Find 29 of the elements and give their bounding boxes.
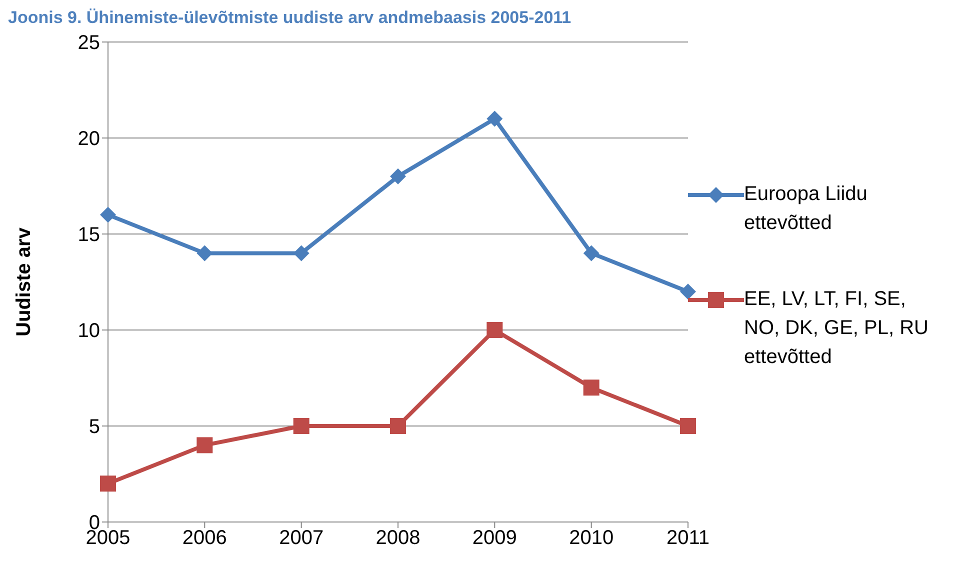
y-tick-label: 25: [78, 32, 100, 54]
x-tick-label: 2010: [569, 527, 614, 550]
point: [100, 206, 116, 223]
point: [293, 418, 310, 434]
y-tick-label: 5: [88, 416, 100, 438]
point: [196, 245, 213, 262]
point: [583, 380, 600, 396]
y-tick-label: 20: [78, 128, 100, 150]
legend-label: EE, LV, LT, FI, SE, NO, DK, GE, PL, RU ettevõtted: [744, 286, 930, 370]
point: [196, 437, 213, 454]
x-tick-label: 2009: [472, 527, 517, 550]
x-tick-label: 2008: [376, 527, 420, 550]
point: [390, 418, 406, 434]
point: [680, 284, 696, 300]
point: [486, 322, 503, 338]
x-tick-label: 2006: [182, 527, 227, 550]
point: [293, 245, 310, 262]
chart-title: Joonis 9. Ühinemiste-ülevõtmiste uudiste arv andmebaasis 2005-2011: [8, 8, 572, 29]
x-tick-label: 2007: [279, 527, 324, 550]
legend-label: Euroopa Liidu ettevõtted: [744, 182, 868, 236]
point: [486, 110, 503, 127]
point: [100, 476, 116, 492]
y-axis-title: Uudiste arv: [13, 226, 36, 336]
point: [680, 418, 696, 434]
y-tick-label: 10: [78, 320, 100, 342]
point: [583, 245, 600, 262]
point: [390, 168, 406, 184]
x-tick-label: 2011: [666, 527, 710, 550]
y-tick-label: 15: [78, 224, 100, 246]
